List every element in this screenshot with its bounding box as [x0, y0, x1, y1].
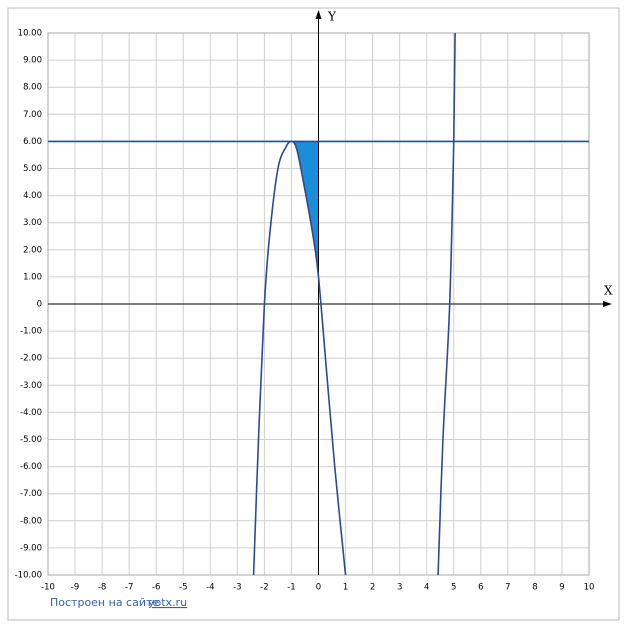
plot: [48, 10, 612, 576]
x-tick-label: -10: [41, 583, 55, 593]
shaded-area: [291, 141, 319, 277]
x-axis-label: X: [604, 284, 613, 298]
y-tick-label: -10.00: [15, 571, 42, 581]
y-tick-label: 6.00: [23, 137, 42, 147]
y-tick-label: 1.00: [23, 272, 42, 282]
y-tick-label: -5.00: [20, 435, 42, 445]
x-tick-label: 7: [505, 583, 510, 593]
y-tick-label: -8.00: [20, 516, 42, 526]
x-tick-label: 9: [559, 583, 564, 593]
x-tick-label: -2: [260, 583, 268, 593]
y-tick-label: 9.00: [23, 56, 42, 66]
x-tick-label: 6: [478, 583, 483, 593]
y-tick-label: -1.00: [20, 327, 42, 337]
footer-link[interactable]: yotx.ru: [148, 596, 187, 609]
x-tick-label: 0: [316, 583, 321, 593]
x-tick-label: -4: [206, 583, 214, 593]
x-tick-label: -3: [233, 583, 241, 593]
y-tick-label: -2.00: [20, 354, 42, 364]
x-tick-label: -8: [98, 583, 106, 593]
y-tick-label: 3.00: [23, 218, 42, 228]
footer-text: Построен на сайте: [50, 596, 159, 609]
x-tick-label: -9: [71, 583, 79, 593]
y-arrow: [315, 10, 322, 19]
x-arrow: [603, 301, 612, 307]
y-tick-label: 4.00: [23, 191, 42, 201]
y-axis-label: Y: [327, 10, 337, 24]
y-tick-label: -6.00: [20, 462, 42, 472]
frame: [7, 7, 620, 621]
x-tick-label: -7: [125, 583, 133, 593]
x-tick-label: 10: [584, 583, 595, 593]
y-tick-label: -4.00: [20, 408, 42, 418]
x-tick-label: -6: [152, 583, 160, 593]
y-tick-label: 5.00: [23, 164, 42, 174]
x-tick-label: 1: [343, 583, 348, 593]
y-tick-label: -9.00: [20, 543, 42, 553]
x-tick-label: 5: [451, 583, 456, 593]
x-tick-label: -1: [287, 583, 295, 593]
x-tick-label: 4: [424, 583, 429, 593]
y-tick-label: 7.00: [23, 110, 42, 120]
y-tick-label: 10.00: [18, 29, 42, 39]
curve: [437, 32, 456, 576]
y-tick-label: 0: [37, 300, 42, 310]
x-tick-label: -5: [179, 583, 187, 593]
x-tick-label: 3: [397, 583, 402, 593]
y-tick-label: -3.00: [20, 381, 42, 391]
y-tick-label: 2.00: [23, 245, 42, 255]
y-tick-label: -7.00: [20, 489, 42, 499]
x-tick-label: 8: [532, 583, 537, 593]
x-tick-label: 2: [370, 583, 375, 593]
y-tick-label: 8.00: [23, 83, 42, 93]
